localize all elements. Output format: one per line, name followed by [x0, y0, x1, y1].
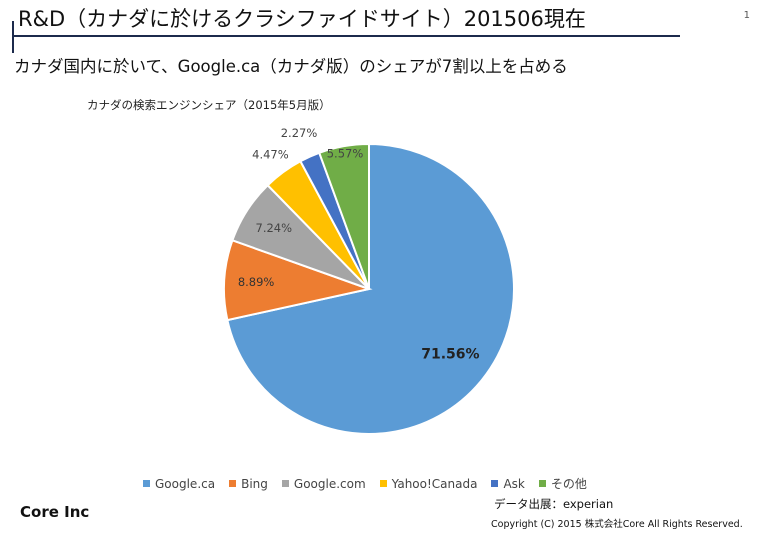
legend-item: Ask: [491, 475, 525, 492]
legend-label: Ask: [503, 476, 525, 491]
legend-label: その他: [550, 477, 587, 491]
legend-label: Yahoo!Canada: [391, 476, 478, 491]
legend-label: Google.com: [293, 476, 366, 491]
data-source: データ出展：experian: [494, 497, 614, 511]
page-number: 1: [743, 10, 750, 21]
pie-data-label: 7.24%: [256, 221, 293, 235]
chart-title: カナダの検索エンジンシェア（2015年5月版）: [87, 98, 331, 112]
legend-swatch: [143, 480, 150, 487]
legend-item: Google.com: [281, 475, 366, 492]
pie-data-label: 5.57%: [327, 146, 364, 160]
title-underline: [12, 35, 680, 37]
chart-legend: Google.ca Bing Google.com Yahoo!Canada Ask その…: [143, 475, 587, 492]
legend-swatch: [281, 480, 289, 487]
title-accent-bar: [12, 21, 14, 53]
legend-swatch: [538, 480, 546, 487]
slide-title: R&D（カナダに於けるクラシファイドサイト）201506現在: [18, 7, 586, 31]
legend-item: Bing: [229, 475, 268, 492]
company-name: Core Inc: [20, 503, 90, 521]
legend-label: Google.ca: [155, 476, 216, 491]
slide-subtitle: カナダ国内に於いて、Google.ca（カナダ版）のシェアが7割以上を占める: [14, 57, 568, 76]
legend-swatch: [491, 480, 499, 487]
legend-swatch: [379, 480, 387, 487]
copyright-notice: Copyright (C) 2015 株式会社Core All Rights R…: [491, 519, 743, 530]
pie-data-label: 8.89%: [238, 275, 275, 289]
pie-slice: [223, 239, 373, 322]
pie-data-label: 71.56%: [421, 346, 479, 362]
legend-swatch: [229, 480, 237, 487]
legend-item: Google.ca: [143, 475, 215, 492]
pie-data-label: 2.27%: [281, 126, 318, 140]
legend-item: Yahoo!Canada: [379, 475, 478, 492]
pie-data-label: 4.47%: [252, 148, 289, 162]
legend-label: Bing: [241, 476, 268, 491]
pie-slice: [317, 142, 370, 290]
legend-item: その他: [538, 475, 587, 492]
